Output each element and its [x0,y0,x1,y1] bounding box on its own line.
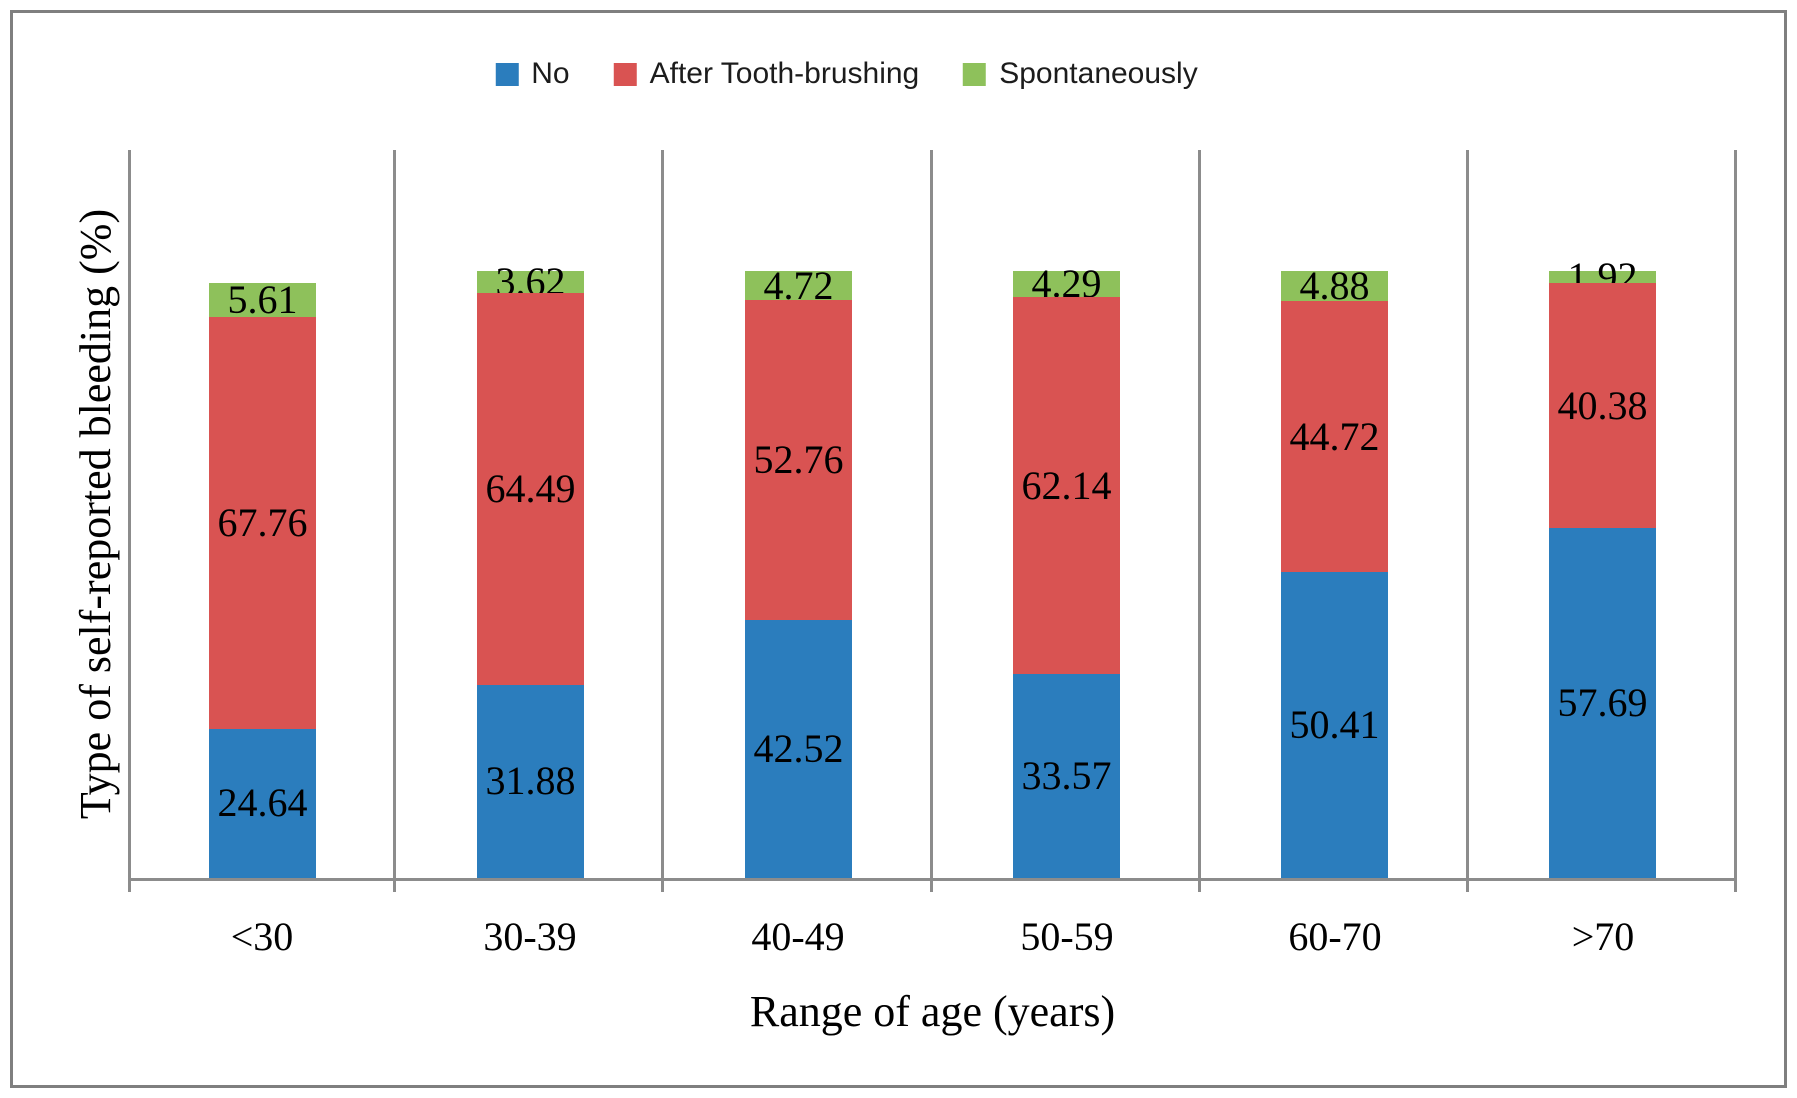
segment-value-label: 57.69 [1557,680,1648,725]
bar-segment: 64.49 [477,293,584,685]
legend-label: No [531,57,570,90]
segment-value-label: 31.88 [485,758,576,804]
stacked-bar: 4.72 52.76 42.52 [745,265,852,878]
bar-segment: 5.61 [209,277,316,323]
stacked-bar: 4.88 44.72 50.41 [1281,266,1388,878]
segment-value-label: 52.76 [753,436,844,482]
legend-label: After Tooth-brushing [649,57,920,90]
legend-swatch-icon [963,62,987,86]
segment-value-label: 4.29 [1031,261,1102,307]
segment-value-label: 62.14 [1021,462,1112,508]
stacked-bar: 1.92 40.38 57.69 [1549,257,1656,878]
bar-segment: 4.72 [745,265,852,305]
plot-area: 5.61 67.76 24.64 3.62 64.49 31.88 4.72 52.76 42.… [128,150,1737,892]
category-separator-line [1466,150,1469,892]
stacked-bar: 4.29 62.14 33.57 [1013,264,1120,878]
category-separator-line [1198,150,1201,892]
category-separator-line [1734,150,1737,892]
x-category-label: 50-59 [1020,914,1114,959]
segment-value-label: 50.41 [1289,702,1380,748]
legend: No After Tooth-brushing Spontaneously [495,57,1198,91]
x-category-label: 30-39 [483,914,577,959]
segment-value-label: 67.76 [217,499,308,545]
x-category-label: >70 [1571,914,1635,959]
legend-item: No [495,57,570,91]
y-axis-title: Type of self-reported bleeding (%) [71,208,120,820]
x-axis-categories: <30 30-39 40-49 50-59 60-70 >70 [128,911,1737,971]
bar-segment: 40.38 [1549,283,1656,528]
legend-label: Spontaneously [999,57,1198,90]
segment-value-label: 5.61 [227,277,298,323]
stacked-bar: 3.62 64.49 31.88 [477,262,584,878]
bar-segment: 57.69 [1549,528,1656,878]
x-axis-title: Range of age (years) [749,987,1116,1036]
bar-segment: 42.52 [745,620,852,878]
bar-segment: 50.41 [1281,572,1388,878]
stacked-bar: 5.61 67.76 24.64 [209,277,316,878]
legend-swatch-icon [613,62,637,86]
bar-segment: 4.88 [1281,266,1388,306]
segment-value-label: 4.72 [763,262,834,308]
bar-segment: 1.92 [1549,257,1656,297]
bar-segment: 52.76 [745,299,852,620]
y-axis-line [128,150,131,892]
segment-value-label: 44.72 [1289,413,1380,459]
bar-segment: 31.88 [477,684,584,878]
segment-value-label: 64.49 [485,466,576,512]
bar-segment: 24.64 [209,728,316,878]
legend-item: Spontaneously [963,57,1198,91]
bar-segment: 3.62 [477,262,584,302]
segment-value-label: 4.88 [1299,263,1370,309]
x-category-label: 60-70 [1288,914,1382,959]
segment-value-label: 40.38 [1557,382,1648,428]
bar-segment: 44.72 [1281,300,1388,573]
category-separator-line [661,150,664,892]
segment-value-label: 42.52 [753,726,844,771]
segment-value-label: 33.57 [1021,753,1112,799]
category-separator-line [930,150,933,892]
segment-value-label: 24.64 [217,780,308,826]
legend-swatch-icon [495,62,519,86]
bar-segment: 33.57 [1013,674,1120,878]
x-category-label: <30 [230,914,294,959]
legend-item: After Tooth-brushing [613,57,920,91]
bar-segment: 67.76 [209,317,316,729]
category-separator-line [393,150,396,892]
x-category-label: 40-49 [751,914,845,959]
bar-segment: 4.29 [1013,264,1120,304]
chart-frame: No After Tooth-brushing Spontaneously Type… [10,10,1787,1088]
bar-segment: 62.14 [1013,297,1120,675]
